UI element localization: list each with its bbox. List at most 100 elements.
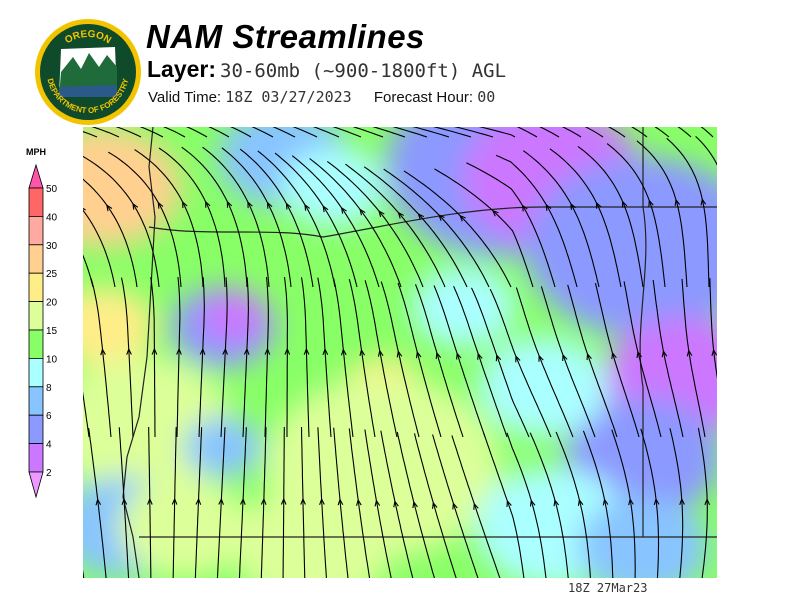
streamline (317, 277, 332, 438)
streamline (611, 429, 636, 578)
streamline-arrow (226, 201, 233, 208)
streamline-arrow (415, 351, 422, 359)
streamline (695, 135, 717, 166)
streamline (176, 277, 181, 438)
streamline-arrow (459, 215, 466, 222)
streamline-arrow (151, 348, 158, 355)
streamline-arrow (396, 351, 403, 358)
streamline-arrow (319, 498, 325, 505)
wind-speed-region (118, 477, 248, 577)
streamline (471, 287, 530, 438)
streamline-arrow (340, 207, 347, 214)
streamline-arrow (300, 498, 306, 505)
legend-tick-label: 50 (46, 184, 58, 195)
page-title: NAM Streamlines (146, 18, 425, 55)
streamline (326, 160, 424, 288)
streamline-arrow (393, 501, 399, 508)
streamline (91, 127, 120, 138)
streamline (652, 279, 684, 438)
streamline-arrow (492, 210, 499, 217)
legend-bin (28, 329, 44, 359)
streamline (345, 163, 446, 288)
streamline (352, 127, 384, 138)
streamline-arrow (205, 201, 211, 208)
streamline (363, 166, 468, 288)
streamline-arrow (432, 502, 438, 509)
streamline-arrow (280, 498, 287, 505)
streamline-arrow (126, 348, 132, 355)
wind-speed-legend: MPH 50 40 30 25 20 15 10 8 6 4 2 (26, 147, 58, 499)
oregon-department-of-forestry-logo: OREGON DEPARTMENT OF FORESTRY (35, 19, 141, 125)
streamline (412, 127, 450, 138)
streamline (134, 149, 204, 288)
streamline-arrow (495, 354, 502, 362)
streamline-arrow (506, 500, 512, 508)
streamline-arrow (477, 353, 483, 360)
streamline-arrow (359, 349, 366, 356)
streamline-arrow (628, 498, 634, 506)
streamline-arrow (417, 213, 425, 220)
streamline (478, 127, 516, 138)
streamline (88, 428, 107, 578)
legend-underflow-triangle (28, 471, 44, 499)
streamline (220, 277, 228, 438)
streamline (348, 278, 376, 438)
streamline-arrow (711, 349, 717, 356)
streamline (432, 127, 472, 138)
streamline (150, 277, 156, 437)
streamline-arrow (521, 205, 528, 212)
streamline-arrow (553, 499, 560, 507)
streamline (333, 427, 349, 578)
streamline-arrow (602, 499, 609, 506)
wind-speed-region (83, 287, 155, 367)
legend-bin (28, 443, 44, 473)
streamline-arrow (538, 355, 544, 362)
streamline-arrow (106, 204, 113, 212)
valid-time-info: Valid Time: 18Z 03/27/2023 Forecast Hour… (148, 88, 495, 106)
streamline-arrow (586, 353, 592, 361)
legend-bin (28, 386, 44, 416)
streamline (506, 432, 547, 578)
streamline (397, 282, 442, 438)
legend-bin (28, 216, 44, 246)
streamline-arrow (570, 203, 576, 210)
legend-bin (28, 244, 44, 274)
streamline (239, 148, 314, 288)
legend-tick-label: 6 (46, 411, 52, 422)
streamline-arrow (679, 498, 685, 505)
streamline-arrow (284, 348, 291, 355)
wind-speed-region (184, 417, 262, 477)
streamline (697, 427, 708, 578)
streamline-arrow (222, 348, 228, 355)
streamline (83, 254, 94, 288)
streamline-arrow (438, 214, 445, 221)
streamline (181, 146, 248, 288)
streamline-arrow (176, 348, 182, 355)
state-border-idaho (639, 127, 647, 537)
streamline (555, 431, 591, 578)
forecast-hour-label: Forecast Hour: (373, 89, 474, 106)
streamline (432, 434, 479, 578)
streamline (666, 137, 710, 288)
wind-speed-region (200, 292, 266, 342)
streamline-arrow (577, 499, 584, 506)
streamline-arrow (199, 348, 206, 355)
legend-tick-label: 30 (46, 241, 58, 252)
streamline (90, 278, 112, 438)
streamline (309, 158, 402, 288)
streamline (257, 150, 336, 288)
streamline-arrow (653, 498, 660, 506)
streamline (606, 143, 666, 288)
streamline (317, 427, 327, 578)
streamline-arrow (121, 498, 128, 505)
streamline-arrow (240, 498, 246, 505)
streamline-arrow (435, 352, 442, 359)
streamline (392, 127, 428, 138)
streamline-arrow (529, 500, 536, 507)
legend-overflow-triangle (28, 163, 44, 189)
streamline (372, 127, 406, 138)
streamline-arrow (243, 348, 250, 355)
streamline-arrow (378, 210, 385, 218)
streamline (198, 277, 205, 438)
streamline-arrow (636, 351, 642, 359)
